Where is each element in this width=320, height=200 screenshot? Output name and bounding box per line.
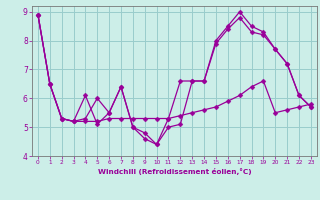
X-axis label: Windchill (Refroidissement éolien,°C): Windchill (Refroidissement éolien,°C) <box>98 168 251 175</box>
